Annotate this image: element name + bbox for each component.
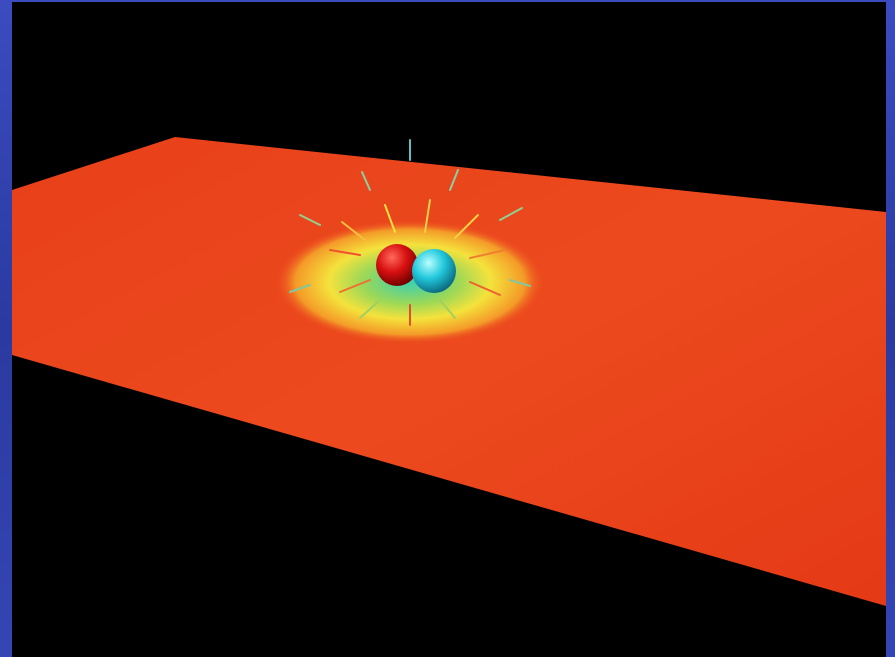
field-vector bbox=[339, 279, 371, 293]
red-sphere bbox=[376, 244, 418, 286]
field-vector bbox=[329, 249, 361, 256]
potential-well bbox=[275, 220, 545, 344]
field-vector bbox=[469, 281, 501, 296]
field-vector bbox=[499, 207, 523, 221]
field-vector bbox=[341, 221, 366, 241]
field-vector bbox=[299, 214, 321, 226]
field-vector bbox=[449, 169, 459, 191]
field-vector bbox=[424, 199, 431, 233]
field-vectors bbox=[289, 139, 531, 326]
field-vector bbox=[359, 299, 381, 319]
field-vector bbox=[469, 249, 506, 259]
field-plane bbox=[12, 137, 886, 606]
field-vector bbox=[384, 204, 396, 233]
field-vector bbox=[361, 171, 371, 191]
cyan-sphere bbox=[412, 249, 456, 293]
field-vector bbox=[439, 299, 456, 319]
field-vector bbox=[509, 279, 531, 287]
field-vector bbox=[454, 214, 479, 239]
field-vector bbox=[289, 284, 311, 293]
